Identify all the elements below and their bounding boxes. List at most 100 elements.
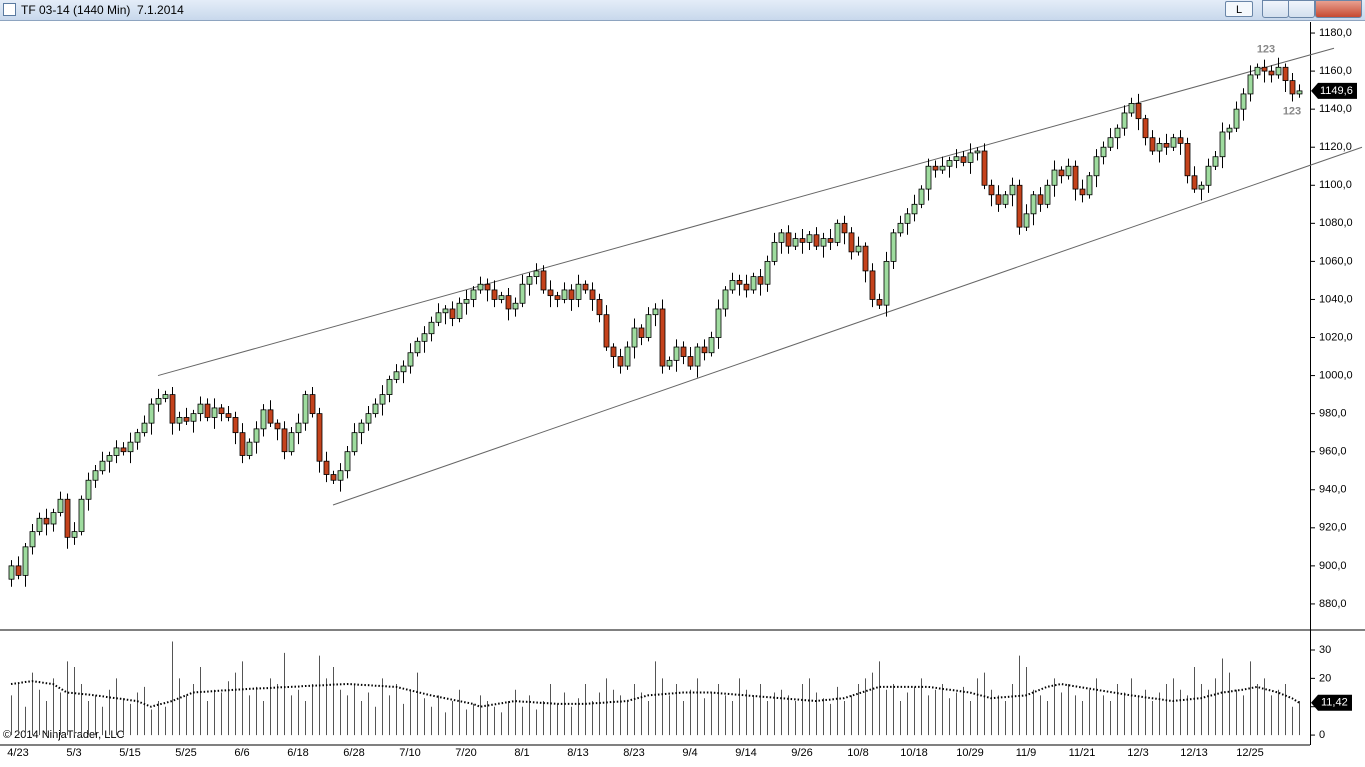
candle-body xyxy=(1002,194,1009,205)
trend-line xyxy=(157,47,1335,377)
candle-body xyxy=(267,409,274,424)
candle-body xyxy=(519,283,526,304)
candle-body xyxy=(533,270,540,278)
x-tick-label: 8/1 xyxy=(514,747,529,759)
x-tick-label: 5/25 xyxy=(175,747,196,759)
x-tick-label: 8/23 xyxy=(623,747,644,759)
candle-body xyxy=(764,260,771,285)
candle-body xyxy=(561,289,568,300)
y-tick-label: 900,0 xyxy=(1319,560,1347,572)
link-button[interactable]: L xyxy=(1225,1,1253,17)
candle-body xyxy=(477,283,484,291)
x-tick-label: 11/21 xyxy=(1069,747,1096,759)
candle-body xyxy=(316,413,323,462)
candle-body xyxy=(1289,80,1296,95)
x-tick-label: 9/4 xyxy=(682,747,697,759)
candle-body xyxy=(225,413,232,418)
y-tick-label: 940,0 xyxy=(1319,484,1347,496)
candle-body xyxy=(918,188,925,205)
x-tick-label: 10/8 xyxy=(847,747,868,759)
candle-body xyxy=(715,308,722,338)
average-label: 11,42 xyxy=(1321,697,1348,709)
maximize-button[interactable] xyxy=(1288,0,1315,18)
candle-body xyxy=(1128,103,1135,114)
candle-body xyxy=(176,417,183,424)
candle-body xyxy=(967,152,974,163)
candle-body xyxy=(295,422,302,434)
candle-body xyxy=(1191,175,1198,190)
candle-body xyxy=(463,299,470,304)
candle-body xyxy=(1233,108,1240,129)
candle-body xyxy=(540,270,547,291)
candle-body xyxy=(78,498,85,533)
candle-body xyxy=(1205,165,1212,186)
candle-body xyxy=(1121,112,1128,129)
candle-body xyxy=(771,241,778,262)
candle-body xyxy=(617,356,624,367)
candle-body xyxy=(330,474,337,481)
candle-body xyxy=(1163,143,1170,148)
copyright: © 2014 NinjaTrader, LLC xyxy=(3,729,124,741)
y-tick-label: 20 xyxy=(1319,672,1331,684)
candle-body xyxy=(106,455,113,462)
candle-body xyxy=(414,340,421,354)
candle-body xyxy=(309,394,316,415)
candle-body xyxy=(92,470,99,481)
x-tick-label: 4/23 xyxy=(7,747,28,759)
candle-body xyxy=(1184,143,1191,177)
y-tick-label: 880,0 xyxy=(1319,598,1347,610)
candle-body xyxy=(624,346,631,367)
candle-body xyxy=(869,270,876,300)
candle-body xyxy=(1135,103,1142,120)
candle-body xyxy=(8,565,15,580)
candle-body xyxy=(897,222,904,234)
candle-body xyxy=(848,232,855,253)
candle-body xyxy=(190,413,197,422)
x-tick-label: 5/15 xyxy=(119,747,140,759)
candle-body xyxy=(1156,143,1163,152)
candle-body xyxy=(855,245,862,253)
candle-body xyxy=(22,546,29,576)
candle-body xyxy=(512,302,519,310)
candle-body xyxy=(736,280,743,285)
y-tick-label: 960,0 xyxy=(1319,446,1347,458)
candle-body xyxy=(799,238,806,243)
candle-body xyxy=(113,447,120,456)
y-tick-label: 920,0 xyxy=(1319,522,1347,534)
candle-body xyxy=(372,403,379,415)
candle-body xyxy=(155,398,162,405)
candle-body xyxy=(694,346,701,367)
candle-body xyxy=(57,498,64,513)
candle-body xyxy=(456,302,463,319)
candle-body xyxy=(1107,137,1114,148)
close-button[interactable] xyxy=(1315,0,1362,18)
candle-body xyxy=(197,403,204,415)
y-tick-label: 1020,0 xyxy=(1319,331,1353,343)
candle-body xyxy=(1065,165,1072,177)
candle-body xyxy=(337,470,344,481)
x-tick-label: 11/9 xyxy=(1016,747,1037,759)
candle-body xyxy=(687,356,694,367)
candle-body xyxy=(449,308,456,319)
candle-body xyxy=(218,407,225,415)
candle-body xyxy=(722,289,729,310)
candle-body xyxy=(1079,188,1086,196)
x-tick-label: 6/28 xyxy=(343,747,364,759)
candle-body xyxy=(960,156,967,163)
candle-body xyxy=(1177,137,1184,144)
candle-body xyxy=(1114,127,1121,139)
candle-body xyxy=(582,283,589,291)
candle-body xyxy=(1254,66,1261,76)
candle-body xyxy=(890,232,897,262)
average-tag xyxy=(1311,694,1352,711)
candle-body xyxy=(120,447,127,453)
candle-body xyxy=(1142,118,1149,139)
candle-body xyxy=(813,234,820,247)
candle-body xyxy=(253,428,260,443)
candle-body xyxy=(554,295,561,300)
candle-body xyxy=(239,432,246,456)
candle-body xyxy=(183,417,190,422)
candle-body xyxy=(29,531,36,548)
candle-body xyxy=(1282,66,1289,82)
candle-body xyxy=(610,346,617,357)
